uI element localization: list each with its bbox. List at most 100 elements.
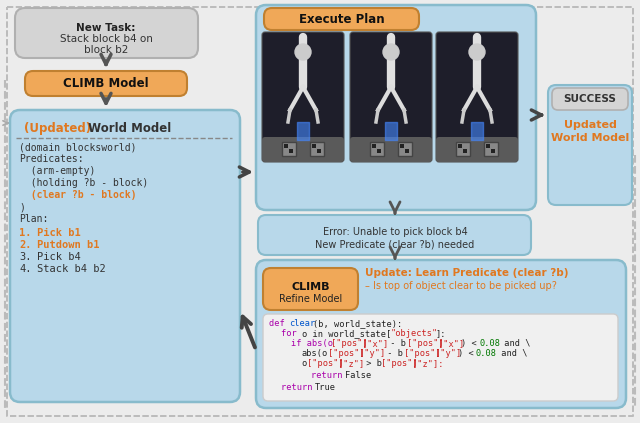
Text: CLIMB: CLIMB (292, 282, 330, 292)
Bar (398, 142, 412, 156)
FancyBboxPatch shape (350, 32, 432, 162)
Text: 2.: 2. (19, 240, 31, 250)
Text: [: [ (386, 329, 391, 338)
Text: clear: clear (289, 319, 316, 328)
Bar (312, 144, 316, 148)
Bar (377, 149, 381, 153)
Text: return: return (311, 371, 348, 380)
Text: New Predicate (clear ?b) needed: New Predicate (clear ?b) needed (316, 239, 475, 249)
Text: Stack b4 b2: Stack b4 b2 (37, 264, 106, 274)
Text: and \: and \ (496, 349, 527, 358)
Bar (310, 142, 324, 156)
Text: New Task:: New Task: (76, 23, 136, 33)
FancyBboxPatch shape (15, 8, 198, 58)
Bar (491, 149, 495, 153)
FancyBboxPatch shape (10, 110, 240, 402)
Bar (317, 149, 321, 153)
Text: ["pos"]: ["pos"] (331, 339, 368, 348)
FancyBboxPatch shape (263, 314, 618, 401)
Text: ["x"]: ["x"] (438, 339, 464, 348)
Text: > b: > b (361, 359, 382, 368)
FancyBboxPatch shape (263, 268, 358, 310)
Circle shape (383, 44, 399, 60)
Text: o in world_state: o in world_state (302, 329, 386, 338)
Bar (400, 144, 404, 148)
Text: ["pos"]: ["pos"] (407, 339, 444, 348)
Text: ["x"]: ["x"] (362, 339, 388, 348)
Text: Plan:: Plan: (19, 214, 49, 224)
FancyBboxPatch shape (436, 137, 518, 162)
FancyBboxPatch shape (258, 215, 531, 255)
Bar (289, 149, 293, 153)
Text: Pick b4: Pick b4 (37, 252, 81, 262)
Text: SUCCESS: SUCCESS (564, 94, 616, 104)
Text: and \: and \ (499, 339, 531, 348)
Text: ["pos"]: ["pos"] (381, 359, 418, 368)
Text: ["z"]:: ["z"]: (412, 359, 444, 368)
Text: abs(o: abs(o (301, 349, 327, 358)
Text: World Model: World Model (551, 133, 629, 143)
Text: 3.: 3. (19, 252, 31, 262)
Bar (458, 144, 462, 148)
Text: "objects": "objects" (391, 329, 438, 338)
Bar (284, 144, 288, 148)
Text: - b: - b (385, 339, 406, 348)
Text: (b, world_state):: (b, world_state): (313, 319, 403, 328)
Text: def: def (269, 319, 290, 328)
FancyBboxPatch shape (262, 137, 344, 162)
FancyBboxPatch shape (552, 88, 628, 110)
Text: block b2: block b2 (84, 45, 128, 55)
Text: Pick b1: Pick b1 (37, 228, 81, 238)
Text: Execute Plan: Execute Plan (299, 13, 385, 25)
Text: 4.: 4. (19, 264, 31, 274)
Text: for: for (281, 329, 302, 338)
Text: Stack block b4 on: Stack block b4 on (60, 34, 152, 44)
Text: (holding ?b - block): (holding ?b - block) (19, 178, 148, 188)
Text: 0.08: 0.08 (479, 339, 500, 348)
Text: ]:: ]: (436, 329, 447, 338)
Bar (486, 144, 490, 148)
FancyBboxPatch shape (548, 85, 632, 205)
FancyBboxPatch shape (256, 5, 536, 210)
Bar (456, 142, 470, 156)
Text: (clear ?b - block): (clear ?b - block) (19, 190, 136, 200)
Text: Predicates:: Predicates: (19, 154, 84, 164)
Text: ["z"]: ["z"] (338, 359, 364, 368)
Text: (arm-empty): (arm-empty) (19, 166, 95, 176)
FancyBboxPatch shape (350, 137, 432, 162)
Text: Updated: Updated (564, 120, 616, 130)
Text: Update: Learn Predicate (clear ?b): Update: Learn Predicate (clear ?b) (365, 268, 568, 278)
Text: ) <: ) < (458, 349, 479, 358)
Text: ["y"]: ["y"] (435, 349, 461, 358)
Text: 0.08: 0.08 (476, 349, 497, 358)
Text: ["y"]: ["y"] (359, 349, 385, 358)
Text: - b: - b (382, 349, 403, 358)
Text: ["pos"]: ["pos"] (307, 359, 344, 368)
Text: ["pos"]: ["pos"] (404, 349, 441, 358)
Text: 1.: 1. (19, 228, 31, 238)
FancyBboxPatch shape (264, 8, 419, 30)
Text: Error: Unable to pick block b4: Error: Unable to pick block b4 (323, 227, 467, 237)
Text: ["pos"]: ["pos"] (328, 349, 365, 358)
Text: CLIMB Model: CLIMB Model (63, 77, 149, 90)
Bar (282, 142, 296, 156)
FancyBboxPatch shape (25, 71, 187, 96)
Text: return: return (281, 383, 317, 392)
Text: ): ) (19, 202, 25, 212)
Text: World Model: World Model (84, 122, 172, 135)
Bar (463, 149, 467, 153)
Circle shape (295, 44, 311, 60)
Text: ) <: ) < (461, 339, 482, 348)
Text: False: False (345, 371, 371, 380)
Bar (370, 142, 384, 156)
FancyBboxPatch shape (262, 32, 344, 162)
Text: o: o (301, 359, 307, 368)
Bar (405, 149, 409, 153)
Text: (domain blocksworld): (domain blocksworld) (19, 142, 136, 152)
FancyBboxPatch shape (436, 32, 518, 162)
Text: Refine Model: Refine Model (280, 294, 342, 304)
Bar (372, 144, 376, 148)
Text: True: True (315, 383, 336, 392)
Text: if abs(o: if abs(o (291, 339, 333, 348)
Text: Putdown b1: Putdown b1 (37, 240, 99, 250)
